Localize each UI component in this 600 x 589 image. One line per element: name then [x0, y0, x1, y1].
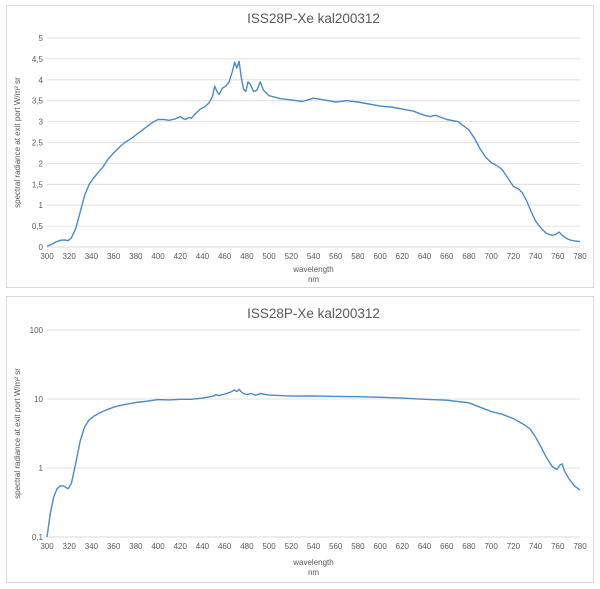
x-tick-label: 600 [373, 252, 387, 261]
x-tick-label: 360 [107, 542, 121, 551]
y-tick-label: 0,1 [32, 533, 44, 542]
y-axis-label: spectral radiance at exit port W/m² sr [13, 77, 22, 208]
x-tick-label: 580 [351, 252, 365, 261]
x-tick-label: 440 [196, 542, 210, 551]
x-tick-label: 500 [262, 542, 276, 551]
x-tick-label: 320 [63, 542, 77, 551]
linear-radiance-chart: ISS28P-Xe kal200312 0 0,5 1 1,5 2 2,5 3 3,5 4 4,5 5… [13, 11, 587, 284]
y-tick-label: 10 [34, 395, 43, 404]
x-tick-label: 380 [129, 252, 143, 261]
y-tick-label: 1 [39, 464, 44, 473]
x-tick-label: 660 [440, 542, 454, 551]
y-tick-label: 5 [39, 34, 44, 43]
x-tick-label: 560 [329, 252, 343, 261]
y-tick-label: 3 [39, 118, 44, 127]
x-tick-label: 480 [240, 542, 254, 551]
x-tick-label: 340 [85, 252, 99, 261]
series-line [46, 388, 581, 538]
x-tick-label: 500 [262, 252, 276, 261]
x-tick-label: 700 [484, 252, 498, 261]
x-axis-label: wavelength [292, 265, 333, 274]
x-tick-label: 520 [285, 542, 299, 551]
x-axis-label: nm [308, 275, 319, 284]
chart-title: ISS28P-Xe kal200312 [247, 11, 380, 26]
x-tick-label: 640 [418, 252, 432, 261]
x-tick-label: 740 [529, 542, 543, 551]
chart-title: ISS28P-Xe kal200312 [247, 306, 380, 321]
log-radiance-chart: ISS28P-Xe kal200312 0,1 1 10 100 300 320 340 360… [13, 306, 587, 577]
x-axis-label: wavelength [292, 558, 333, 567]
x-tick-label: 560 [329, 542, 343, 551]
y-tick-label: 100 [30, 326, 44, 335]
y-tick-label: 3,5 [32, 97, 44, 106]
x-tick-label: 720 [507, 252, 521, 261]
x-tick-label: 540 [307, 252, 321, 261]
chart-panel-log: ISS28P-Xe kal200312 0,1 1 10 100 300 320 340 360… [6, 296, 594, 583]
y-tick-label: 1 [39, 201, 44, 210]
x-tick-label: 460 [218, 542, 232, 551]
x-tick-label: 440 [196, 252, 210, 261]
y-tick-label: 2,5 [32, 139, 44, 148]
x-tick-label: 420 [174, 252, 188, 261]
x-tick-label: 720 [507, 542, 521, 551]
x-tick-label: 480 [240, 252, 254, 261]
x-tick-label: 760 [551, 252, 565, 261]
x-tick-label: 400 [151, 542, 165, 551]
series-line [46, 60, 581, 247]
x-tick-label: 760 [551, 542, 565, 551]
y-tick-label: 4,5 [32, 55, 44, 64]
y-tick-label: 1,5 [32, 180, 44, 189]
y-tick-label: 0 [39, 243, 44, 252]
x-tick-label: 740 [529, 252, 543, 261]
x-tick-label: 380 [129, 542, 143, 551]
x-tick-label: 600 [373, 542, 387, 551]
x-tick-label: 620 [396, 542, 410, 551]
x-tick-label: 360 [107, 252, 121, 261]
x-tick-label: 780 [573, 252, 587, 261]
x-tick-label: 680 [462, 252, 476, 261]
x-axis-label: nm [308, 568, 319, 577]
x-tick-label: 420 [174, 542, 188, 551]
x-tick-label: 660 [440, 252, 454, 261]
y-tick-label: 0,5 [32, 222, 44, 231]
x-tick-label: 680 [462, 542, 476, 551]
y-axis-label: spectral radiance at exit port W/m² sr [13, 368, 22, 499]
x-tick-label: 700 [484, 542, 498, 551]
x-tick-label: 620 [396, 252, 410, 261]
x-tick-label: 340 [85, 542, 99, 551]
x-tick-label: 460 [218, 252, 232, 261]
y-tick-label: 2 [39, 159, 44, 168]
x-tick-label: 540 [307, 542, 321, 551]
x-tick-label: 780 [573, 542, 587, 551]
x-tick-label: 300 [40, 252, 54, 261]
chart-panel-linear: ISS28P-Xe kal200312 0 0,5 1 1,5 2 2,5 3 3,5 4 4,5 5… [6, 5, 594, 288]
x-tick-label: 520 [285, 252, 299, 261]
x-tick-label: 320 [63, 252, 77, 261]
y-tick-label: 4 [39, 76, 44, 85]
x-tick-label: 640 [418, 542, 432, 551]
x-tick-label: 300 [40, 542, 54, 551]
x-tick-label: 400 [151, 252, 165, 261]
x-tick-label: 580 [351, 542, 365, 551]
